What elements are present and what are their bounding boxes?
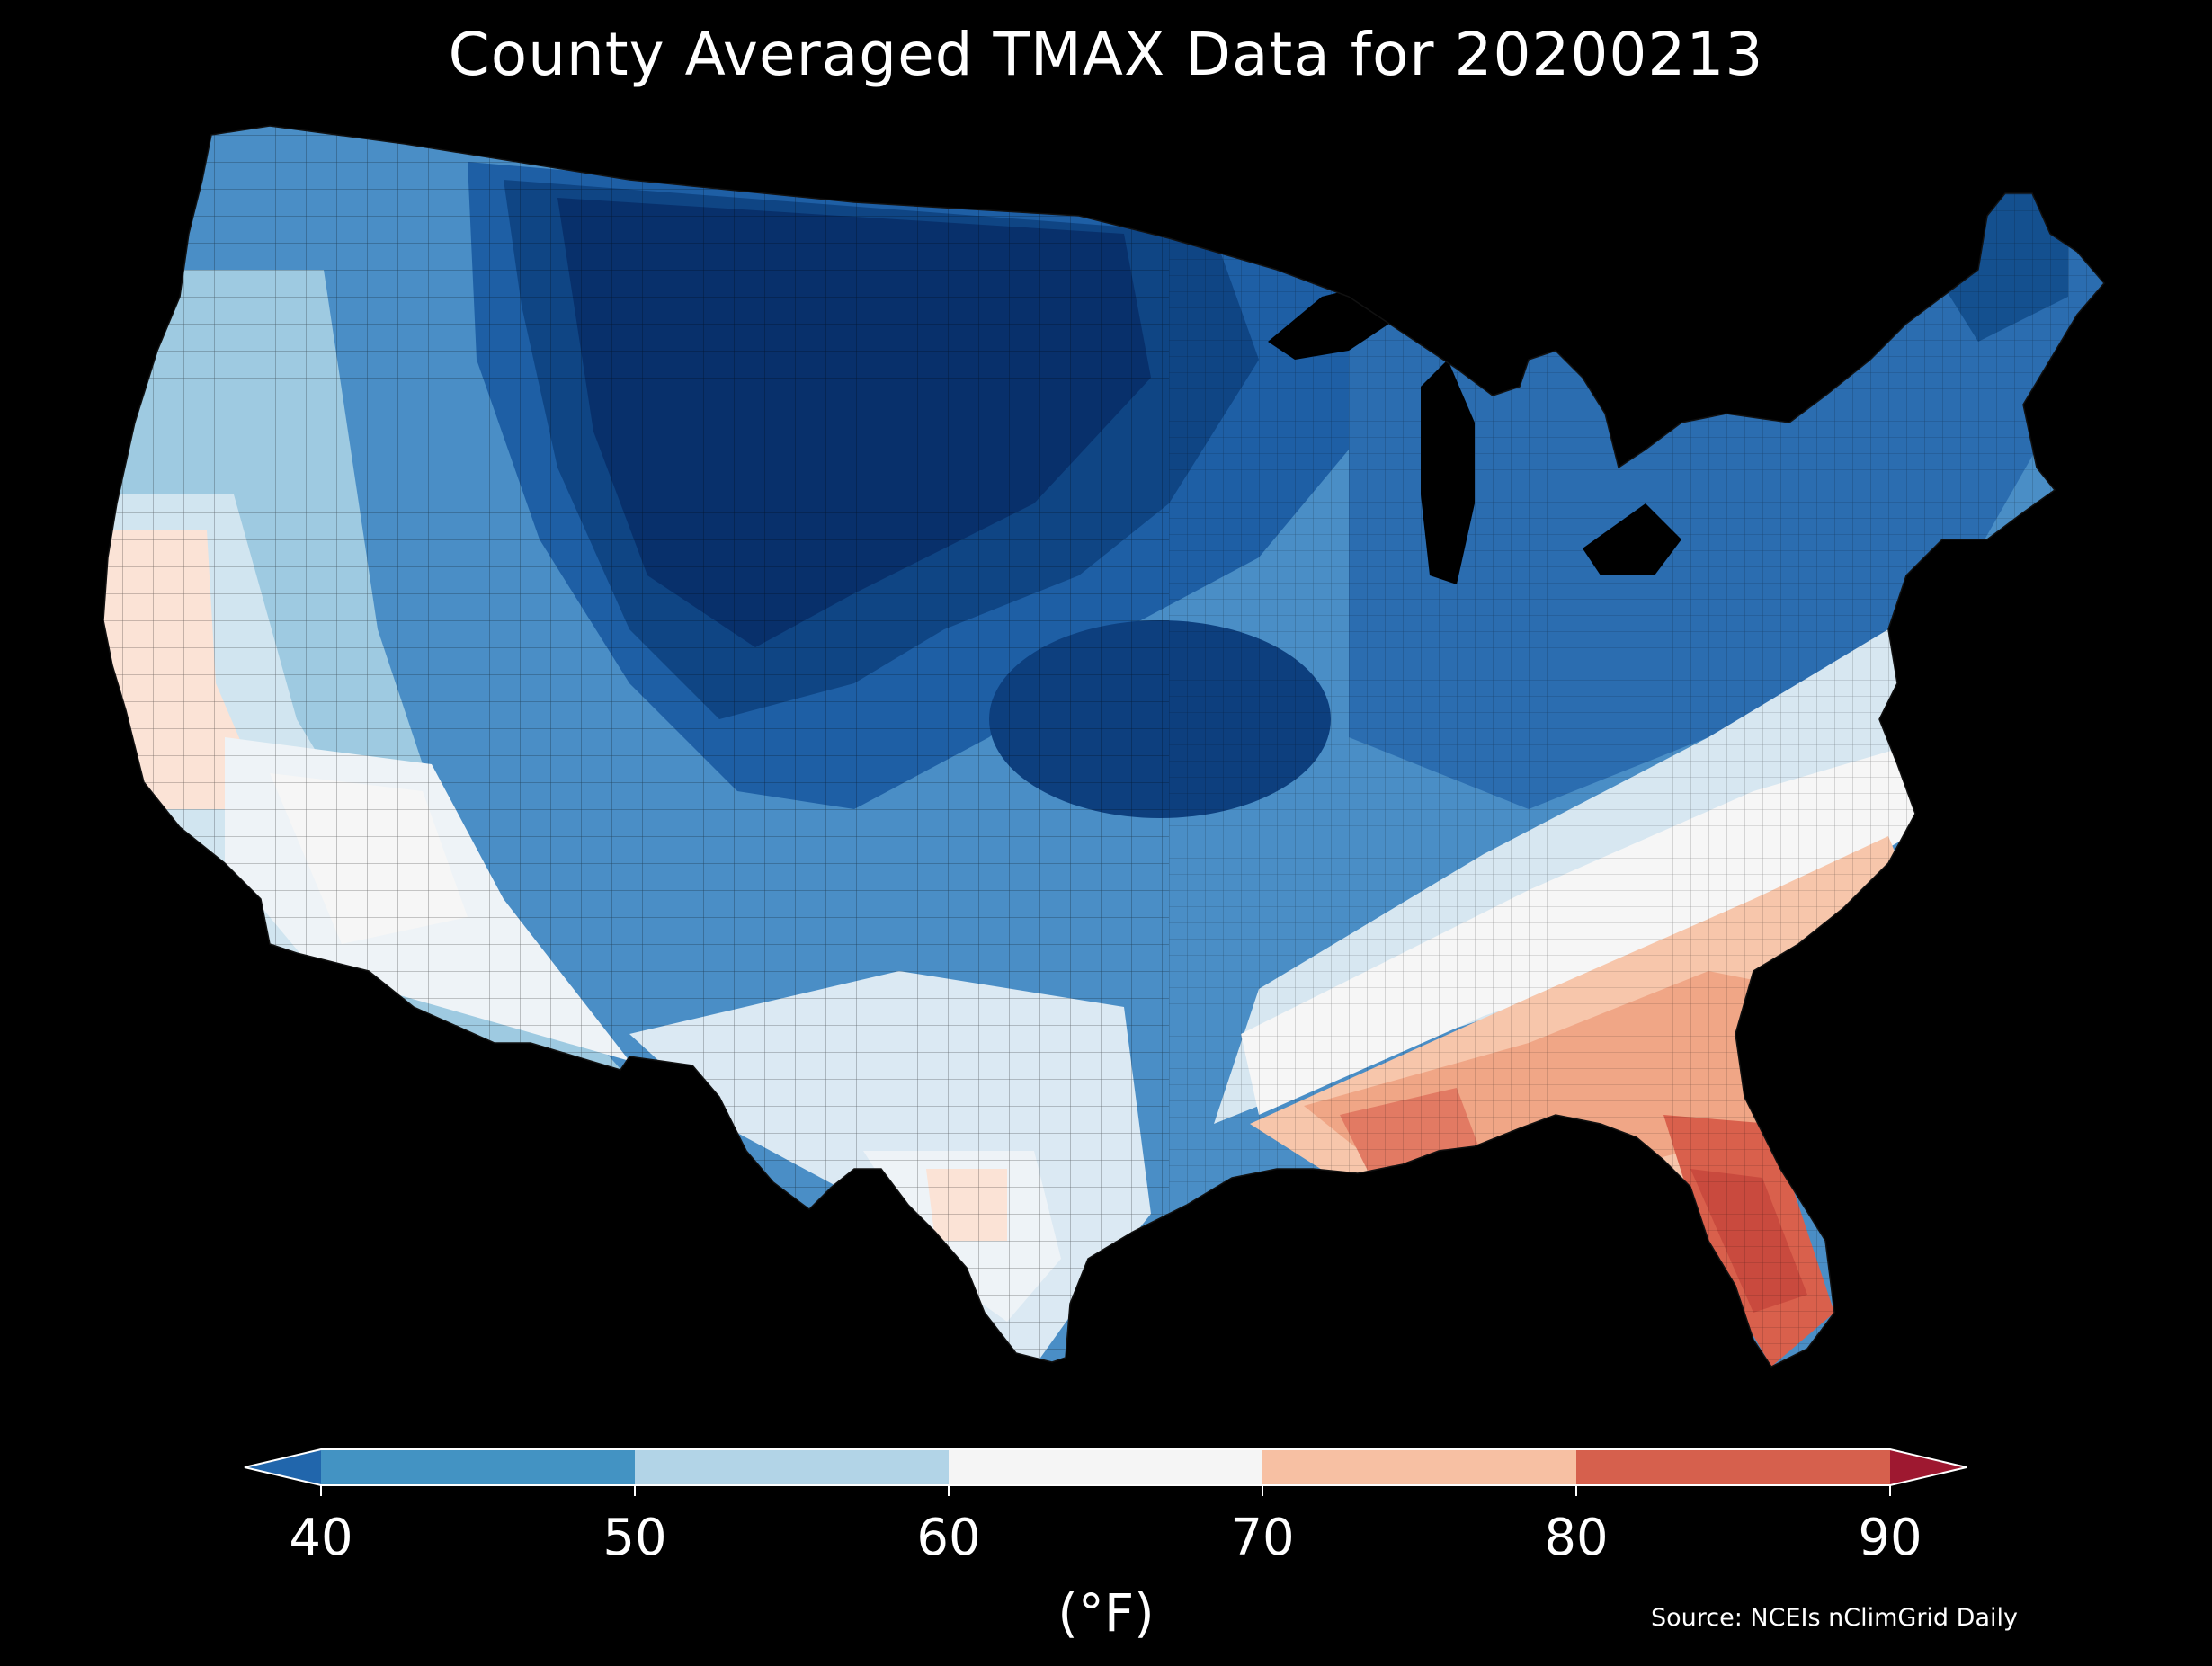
colorbar-bin-40-50 <box>321 1449 635 1485</box>
colorbar-extend-low <box>245 1449 321 1485</box>
colorbar-tick-label: 70 <box>1230 1509 1295 1567</box>
colorbar-bin-80-90 <box>1576 1449 1890 1485</box>
us-outline <box>103 125 2105 1368</box>
source-note: Source: NCEIs nClimGrid Daily <box>1651 1604 2018 1632</box>
colorbar-bin-70-80 <box>1262 1449 1576 1485</box>
colorbar-tick-label: 50 <box>602 1509 667 1567</box>
colorbar-extend-high <box>1890 1449 1967 1485</box>
colorbar-tick-label: 60 <box>916 1509 981 1567</box>
colorbar-tick-label: 80 <box>1544 1509 1609 1567</box>
map-title: County Averaged TMAX Data for 20200213 <box>448 20 1764 89</box>
colorbar-bin-50-60 <box>635 1449 949 1485</box>
colorbar-tick-label: 90 <box>1858 1509 1922 1567</box>
colorbar-bin-60-70 <box>949 1449 1262 1485</box>
colorbar-unit-label: (°F) <box>1057 1582 1155 1644</box>
colorbar-tick-label: 40 <box>289 1509 353 1567</box>
